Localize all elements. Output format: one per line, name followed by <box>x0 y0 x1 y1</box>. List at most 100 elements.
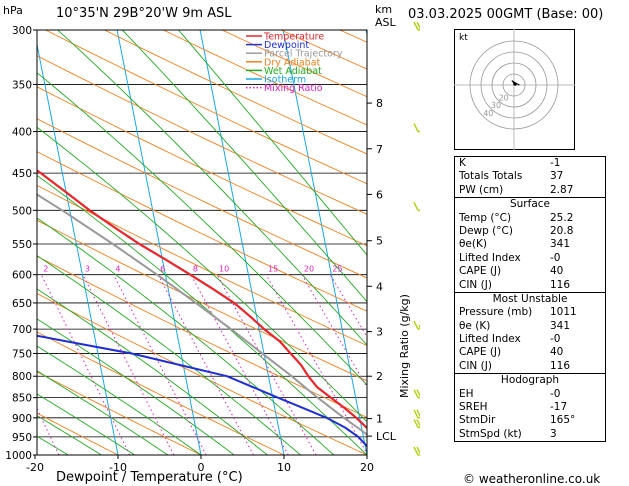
unstable-index-value: 40 <box>550 346 564 359</box>
wind-barb-flag <box>413 419 419 428</box>
surface-index-label: θe(K) <box>459 238 487 251</box>
unstable-index-row: Lifted Index -0 <box>455 333 605 346</box>
km-tick-label: 1 <box>376 413 383 426</box>
unstable-index-row: CAPE (J) 40 <box>455 346 605 359</box>
mixing-ratio-label: 8 <box>193 265 198 274</box>
surface-title: Surface <box>455 197 605 211</box>
surface-index-row: CAPE (J) 40 <box>455 265 605 278</box>
hodograph-index-value: 3 <box>550 427 557 440</box>
wet-adiabat-line <box>37 72 367 386</box>
surface-index-label: Dewp (°C) <box>459 224 513 237</box>
index-row: Totals Totals 37 <box>455 170 605 183</box>
unstable-index-row: Pressure (mb) 1011 <box>455 306 605 319</box>
surface-index-row: CIN (J) 116 <box>455 279 605 292</box>
dry-adiabat-line <box>37 255 367 418</box>
surface-index-value: 341 <box>550 238 571 251</box>
mixing-ratio-label: 4 <box>115 265 120 274</box>
isotherm-line <box>116 30 202 455</box>
km-tick-label: 4 <box>376 280 383 293</box>
km-tick-label: LCL <box>376 430 397 443</box>
pressure-tick-label: 750 <box>12 348 32 360</box>
index-row: PW (cm) 2.87 <box>455 184 605 197</box>
pressure-tick-label: 700 <box>12 324 32 336</box>
surface-index-label: CAPE (J) <box>459 265 502 278</box>
mixing-ratio-line <box>40 274 131 455</box>
pressure-tick-label: 600 <box>12 270 32 282</box>
legend-label: Dewpoint <box>264 40 309 51</box>
pressure-tick-label: 500 <box>12 205 32 217</box>
dry-adiabat-line <box>37 293 367 455</box>
index-label: PW (cm) <box>459 183 504 196</box>
mixing-ratio-line <box>301 274 367 389</box>
unstable-title: Most Unstable <box>455 291 605 306</box>
date-title: 03.03.2025 00GMT (Base: 00) <box>408 7 604 22</box>
copyright-text: © weatheronline.co.uk <box>463 472 601 486</box>
wet-adiabat-line <box>178 30 367 256</box>
asl-unit-label: ASL <box>375 16 396 29</box>
surface-index-row: Temp (°C) 25.2 <box>455 212 605 225</box>
wind-barb <box>413 320 420 330</box>
surface-index-value: -0 <box>550 251 561 264</box>
index-value: -1 <box>550 157 561 169</box>
surface-index-value: 40 <box>550 265 564 278</box>
index-label: Totals Totals <box>459 170 523 183</box>
wind-barb <box>413 202 420 212</box>
parcel-trajectory-line <box>37 193 367 436</box>
wind-barb <box>413 123 420 133</box>
temp-tick-label: -20 <box>26 461 44 474</box>
hodograph-unit-label: kt <box>459 33 468 43</box>
hodograph-title: Hodograph <box>455 373 605 387</box>
surface-index-row: Lifted Index -0 <box>455 252 605 265</box>
unstable-index-label: Lifted Index <box>459 333 521 346</box>
hodograph-storm-motion <box>513 82 517 86</box>
hodograph-index-value: -17 <box>550 401 568 414</box>
mixing-ratio-label: 2 <box>43 265 48 274</box>
hodograph-index-row: StmDir 165° <box>455 414 605 427</box>
wet-adiabat-line <box>37 288 268 455</box>
pressure-tick-label: 650 <box>12 298 32 310</box>
mixing-ratio-label: 20 <box>304 265 314 274</box>
surface-index-label: Temp (°C) <box>459 211 512 224</box>
legend-label: Parcel Trajectory <box>264 49 343 60</box>
wind-barb-flag <box>413 320 419 330</box>
km-tick-label: 5 <box>376 235 383 248</box>
wind-barb <box>413 446 420 456</box>
hodograph-ring <box>491 62 537 108</box>
surface-index-value: 20.8 <box>550 224 574 237</box>
dry-adiabat-line <box>37 219 367 382</box>
mixing-ratio-label: 3 <box>85 265 90 274</box>
unstable-index-value: 341 <box>550 319 571 332</box>
km-unit-label: km <box>375 3 393 16</box>
unstable-index-value: 1011 <box>550 306 577 319</box>
hodograph-ring-label: 40 <box>483 109 493 118</box>
legend-label: Wet Adiabat <box>264 66 322 77</box>
wet-adiabat-line <box>37 174 367 455</box>
mixing-ratio-label: 6 <box>160 265 165 274</box>
pressure-tick-label: 400 <box>12 127 32 139</box>
legend-label: Isotherm <box>264 75 306 86</box>
temp-tick-label: -10 <box>109 461 127 474</box>
temp-tick-label: 20 <box>360 461 374 474</box>
hpa-unit-label: hPa <box>3 4 23 17</box>
pressure-tick-label: 900 <box>12 413 32 425</box>
legend-label: Dry Adiabat <box>264 57 321 68</box>
wet-adiabat-line <box>37 345 202 455</box>
wind-barb-flag <box>416 446 420 455</box>
index-value: 37 <box>550 170 564 183</box>
wind-barb-flag <box>413 389 419 398</box>
wet-adiabat-line <box>37 435 69 455</box>
dry-adiabat-line <box>37 55 367 215</box>
wind-barb-flag <box>416 389 420 398</box>
dry-adiabat-line <box>45 30 367 185</box>
wind-barb-flag <box>413 123 419 132</box>
unstable-index-label: Pressure (mb) <box>459 306 533 319</box>
pressure-tick-label: 350 <box>12 79 32 91</box>
wind-barb-flag <box>413 202 419 211</box>
isotherm-line <box>199 30 285 455</box>
dry-adiabat-line <box>37 184 367 347</box>
wind-barb-flag <box>413 446 419 456</box>
pressure-tick-label: 1000 <box>5 450 32 462</box>
unstable-index-row: θe (K) 341 <box>455 320 605 333</box>
wet-adiabat-line <box>37 393 135 455</box>
hodograph-ring <box>469 40 559 130</box>
